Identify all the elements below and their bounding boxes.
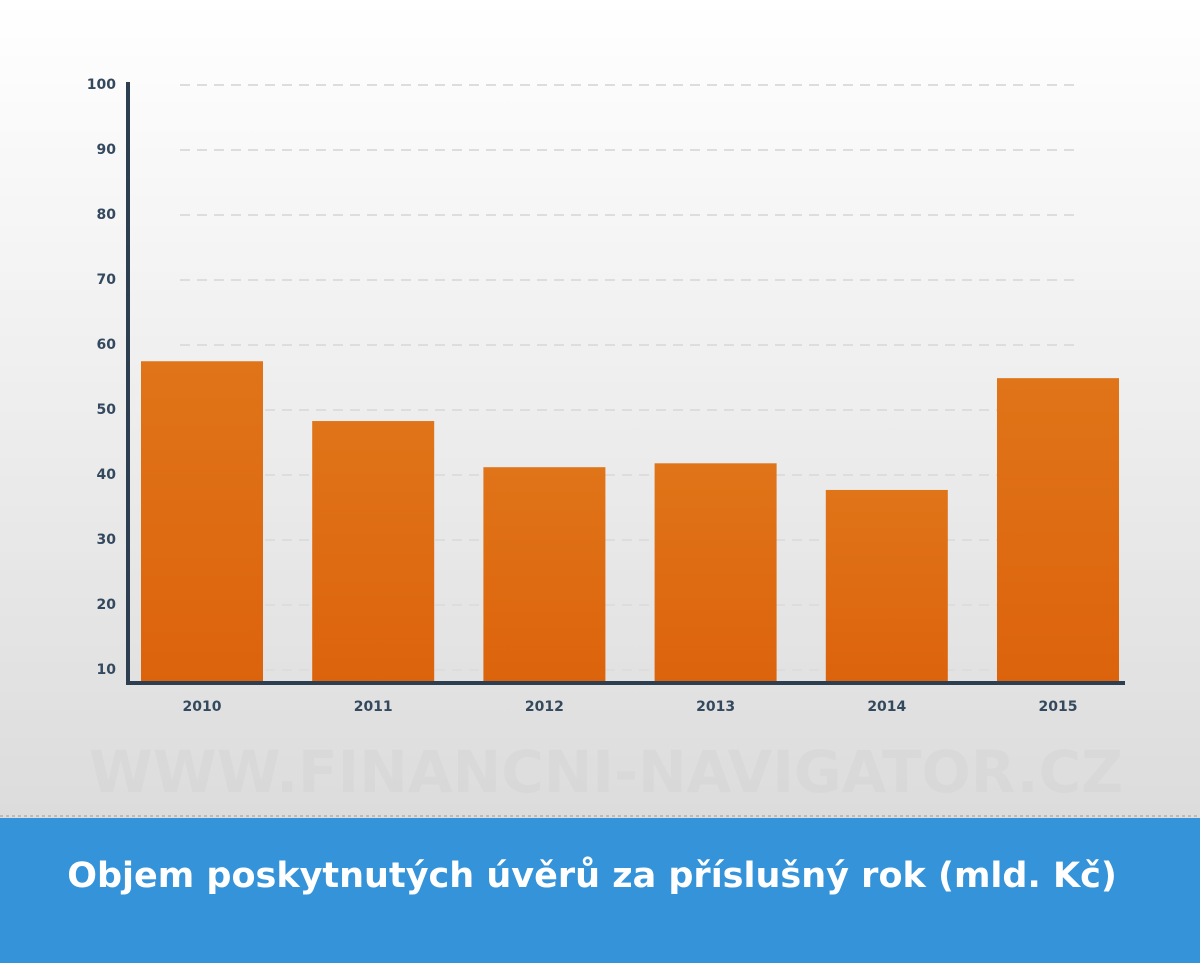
y-tick-label: 100 [87,77,116,93]
x-tick-label: 2011 [354,699,393,715]
y-tick-label: 60 [97,337,117,353]
x-tick-label: 2015 [1039,699,1078,715]
y-tick-label: 90 [97,142,117,158]
y-tick-label: 20 [97,597,117,613]
bar [141,361,263,683]
bar [654,463,777,683]
x-tick-label: 2014 [867,699,906,715]
y-tick-label: 80 [97,207,117,223]
title-banner [0,818,1200,963]
x-tick-label: 2010 [183,699,222,715]
y-tick-label: 30 [97,532,117,548]
plot: 10 20 30 40 50 60 70 80 90 100 2010 2011 2012 2013 201… [87,77,1125,715]
x-tick-label: 2012 [525,699,564,715]
y-tick-label: 70 [97,272,117,288]
y-tick-label: 10 [97,662,117,678]
chart-title: Objem poskytnutých úvěrů za příslušný ro… [67,855,1117,896]
bar [997,378,1119,683]
x-tick-label: 2013 [696,699,735,715]
y-tick-label: 50 [97,402,117,418]
bar [825,489,948,683]
y-tick-label: 40 [97,467,117,483]
watermark: WWW.FINANCNI-NAVIGATOR.CZ [89,738,1123,806]
bar [312,421,435,683]
bar [483,467,606,683]
